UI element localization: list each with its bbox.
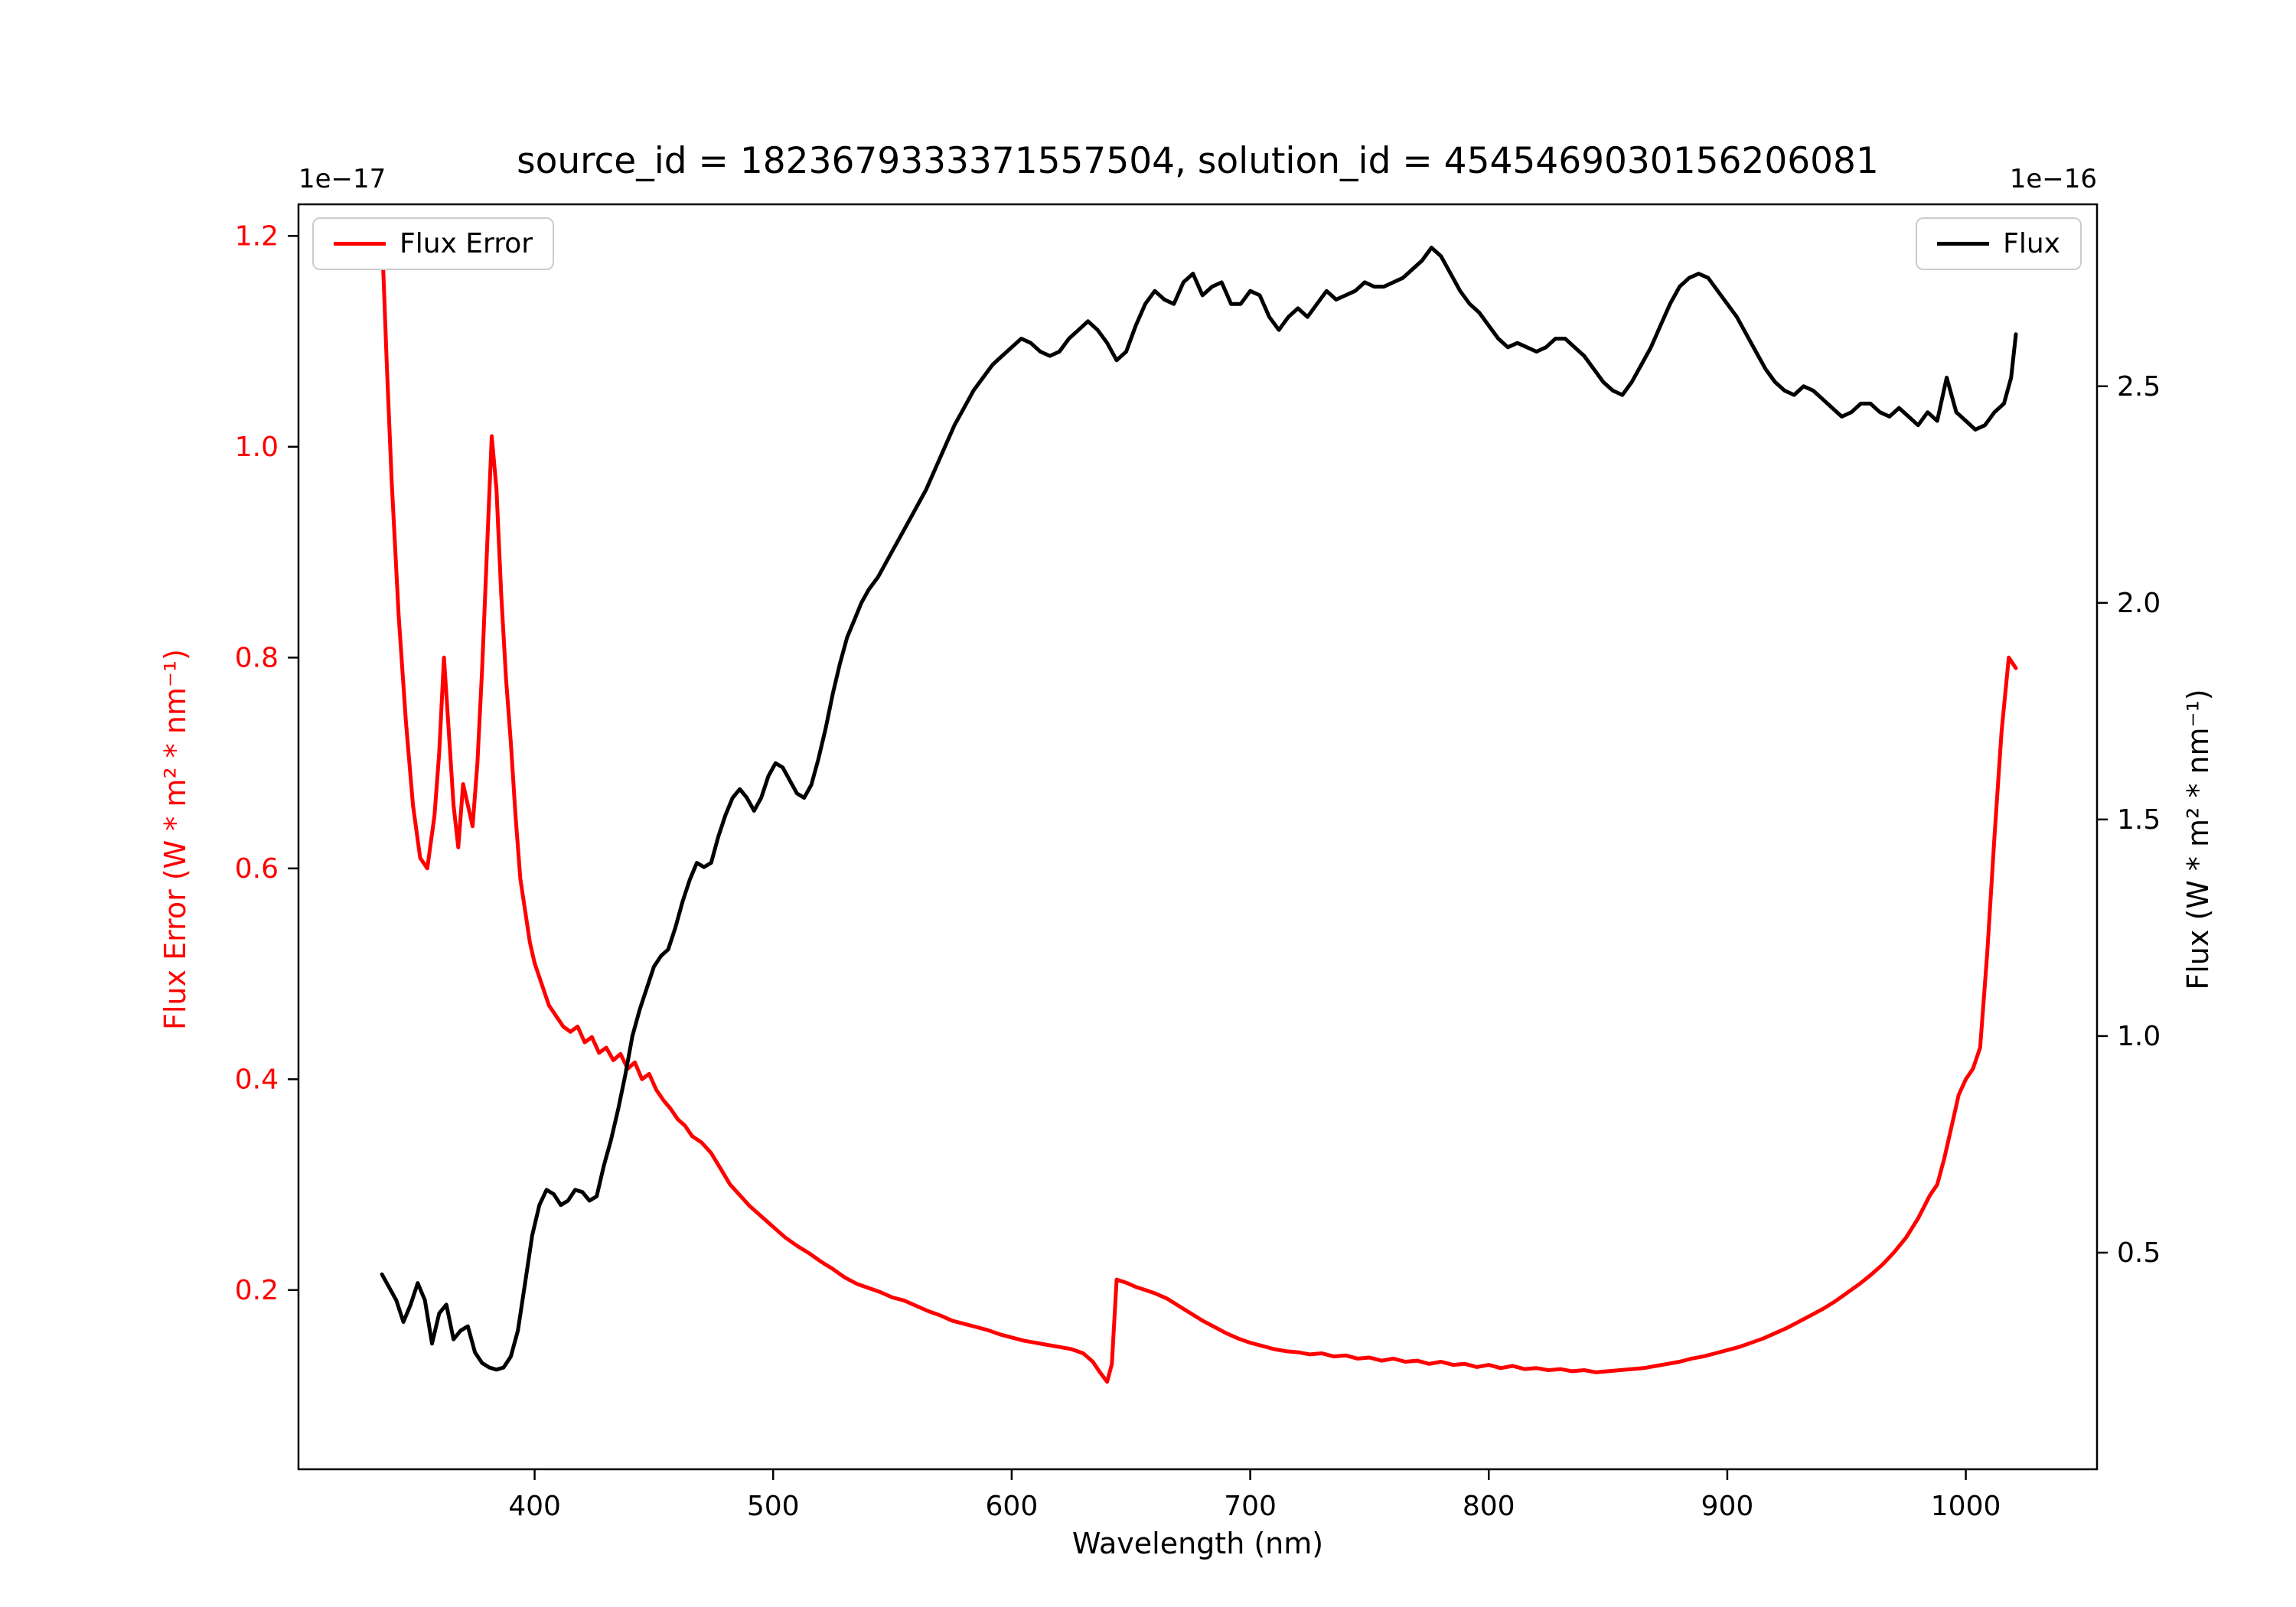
left-axis-scale-offset: 1e−17 (298, 164, 386, 194)
svg-text:2.5: 2.5 (2117, 371, 2161, 403)
flux-error-line-swatch (334, 242, 386, 246)
svg-text:0.5: 0.5 (2117, 1237, 2161, 1269)
svg-text:0.2: 0.2 (235, 1275, 279, 1306)
x-axis-label: Wavelength (nm) (1071, 1527, 1324, 1560)
svg-text:2.0: 2.0 (2117, 588, 2161, 619)
left-y-axis-label: Flux Error (W * m² * nm⁻¹) (158, 649, 192, 1030)
right-y-axis-label: Flux (W * m² * nm⁻¹) (2181, 689, 2215, 990)
svg-text:1.2: 1.2 (235, 220, 279, 252)
flux-legend-label: Flux (2003, 228, 2060, 259)
svg-text:0.6: 0.6 (235, 853, 279, 885)
svg-text:1000: 1000 (1931, 1491, 2001, 1522)
svg-text:400: 400 (508, 1491, 561, 1522)
svg-text:0.4: 0.4 (235, 1064, 279, 1095)
svg-text:800: 800 (1463, 1491, 1515, 1522)
flux-error-legend-label: Flux Error (400, 228, 533, 259)
svg-text:700: 700 (1224, 1491, 1277, 1522)
svg-text:0.8: 0.8 (235, 642, 279, 673)
svg-text:1.5: 1.5 (2117, 804, 2161, 836)
legend-flux-error: Flux Error (312, 217, 555, 270)
right-axis-scale-offset: 1e−16 (2009, 164, 2097, 194)
svg-text:1.0: 1.0 (2117, 1021, 2161, 1052)
svg-text:1.0: 1.0 (235, 432, 279, 463)
svg-text:500: 500 (747, 1491, 800, 1522)
legend-flux: Flux (1916, 217, 2082, 270)
flux-line-swatch (1937, 242, 1990, 246)
svg-text:900: 900 (1701, 1491, 1754, 1522)
chart-title: source_id = 1823679333371557504, solutio… (517, 140, 1879, 182)
svg-text:600: 600 (986, 1491, 1039, 1522)
